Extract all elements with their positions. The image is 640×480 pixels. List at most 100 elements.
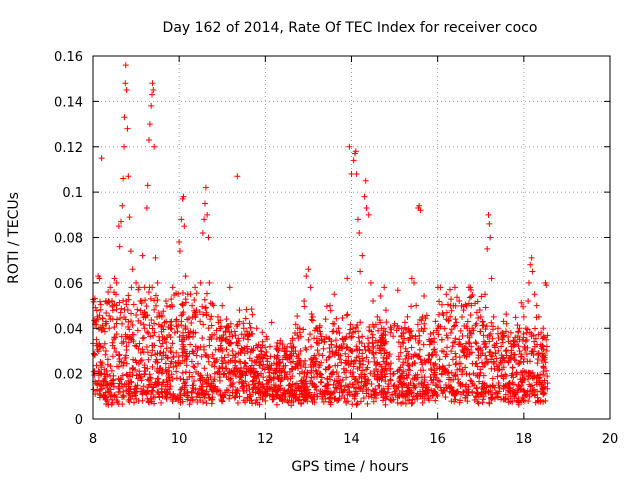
data-point	[263, 355, 270, 362]
data-point	[400, 368, 407, 375]
data-point	[364, 343, 371, 350]
data-point	[111, 324, 118, 331]
data-point	[416, 346, 423, 353]
data-point	[451, 322, 458, 329]
axes-layer: 8 10 12 14 16 18 20 0 0.02 0.04 0.06 0.08 0.1 0.12 0.1…	[54, 50, 618, 447]
data-point	[226, 329, 233, 336]
data-point	[398, 372, 405, 379]
data-point	[123, 87, 130, 94]
data-point	[111, 275, 118, 282]
data-point	[499, 339, 506, 346]
data-point	[118, 333, 125, 340]
data-point	[121, 114, 128, 121]
data-point	[304, 369, 311, 376]
data-point	[99, 315, 106, 322]
data-point	[206, 279, 213, 286]
data-point	[229, 371, 236, 378]
data-point	[188, 320, 195, 327]
data-point	[501, 383, 508, 390]
data-point	[306, 389, 313, 396]
data-point	[196, 394, 203, 401]
data-point	[460, 349, 467, 356]
data-point	[531, 338, 538, 345]
data-point	[341, 395, 348, 402]
data-point	[370, 298, 377, 305]
data-point	[277, 385, 284, 392]
data-point	[429, 337, 436, 344]
data-point	[196, 309, 203, 316]
data-point	[367, 370, 374, 377]
data-point	[117, 315, 124, 322]
data-point	[205, 391, 212, 398]
data-point	[414, 391, 421, 398]
data-point	[191, 296, 198, 303]
data-point	[250, 381, 257, 388]
data-point	[152, 292, 159, 299]
data-point	[359, 333, 366, 340]
data-point	[102, 351, 109, 358]
data-point	[151, 143, 158, 150]
data-point	[539, 335, 546, 342]
data-point	[207, 374, 214, 381]
data-point	[424, 381, 431, 388]
data-point	[192, 329, 199, 336]
data-point	[153, 302, 160, 309]
data-point	[473, 385, 480, 392]
data-point	[367, 279, 374, 286]
data-point	[159, 393, 166, 400]
data-point	[382, 378, 389, 385]
data-point	[90, 386, 97, 393]
data-point	[477, 328, 484, 335]
data-point	[116, 389, 123, 396]
data-point	[248, 357, 255, 364]
data-point	[271, 367, 278, 374]
data-point	[518, 378, 525, 385]
data-point	[326, 345, 333, 352]
data-point	[483, 356, 490, 363]
data-point	[354, 379, 361, 386]
data-point	[354, 347, 361, 354]
data-point	[411, 382, 418, 389]
data-point	[204, 211, 211, 218]
data-point	[526, 381, 533, 388]
data-point	[319, 352, 326, 359]
data-point	[421, 357, 428, 364]
data-point	[229, 389, 236, 396]
data-point	[466, 340, 473, 347]
data-point	[155, 333, 162, 340]
data-point	[487, 383, 494, 390]
data-point	[223, 365, 230, 372]
data-point	[452, 302, 459, 309]
data-point	[383, 354, 390, 361]
data-point	[257, 389, 264, 396]
data-point	[398, 325, 405, 332]
data-point	[495, 347, 502, 354]
data-point	[317, 371, 324, 378]
data-point	[179, 346, 186, 353]
data-point	[154, 389, 161, 396]
data-point	[464, 325, 471, 332]
data-point	[187, 397, 194, 404]
data-point	[180, 193, 187, 200]
data-point	[464, 398, 471, 405]
data-point	[293, 391, 300, 398]
data-point	[250, 346, 257, 353]
data-point	[446, 388, 453, 395]
data-point	[120, 362, 127, 369]
data-point	[453, 319, 460, 326]
data-point	[234, 342, 241, 349]
data-point	[173, 375, 180, 382]
data-point	[243, 306, 250, 313]
data-point	[168, 318, 175, 325]
data-point	[456, 379, 463, 386]
data-point	[146, 121, 153, 128]
data-point	[128, 318, 135, 325]
data-point	[354, 365, 361, 372]
data-point	[464, 318, 471, 325]
data-point	[121, 306, 128, 313]
data-point	[488, 275, 495, 282]
data-point	[408, 275, 415, 282]
data-point	[359, 252, 366, 259]
data-point	[372, 362, 379, 369]
data-point	[414, 393, 421, 400]
